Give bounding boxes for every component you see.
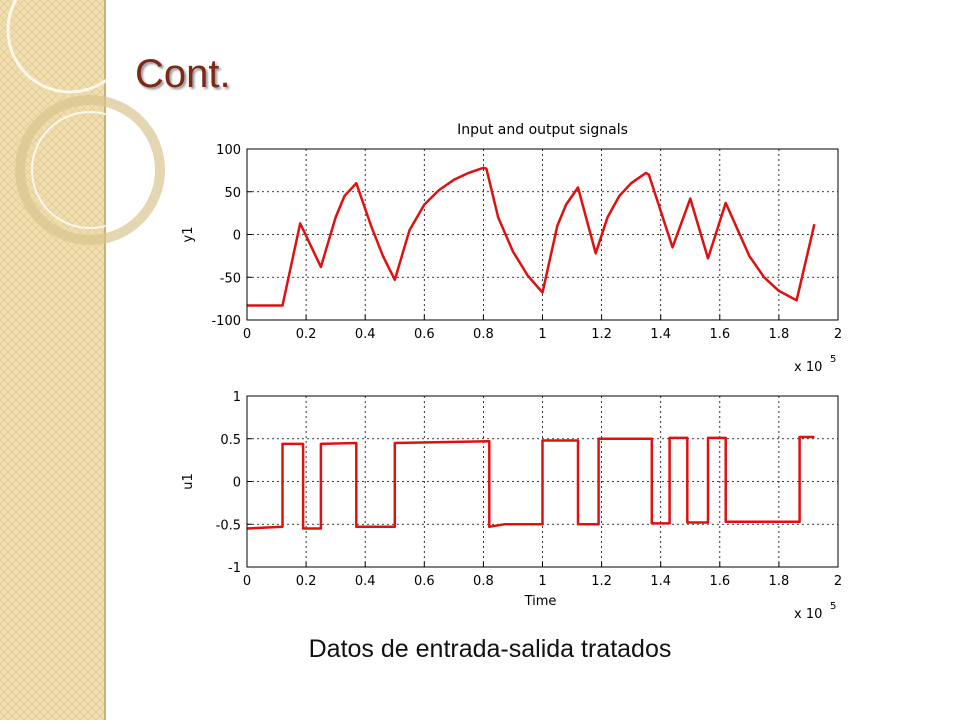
x-tick-label: 1.2: [591, 327, 612, 342]
x-tick-label: 2: [834, 574, 842, 589]
x-multiplier: x 10: [794, 360, 822, 375]
y-tick-label: 0: [233, 229, 241, 244]
x-tick-label: 1.8: [769, 327, 790, 342]
x-tick-label: 0.8: [473, 574, 494, 589]
x-tick-label: 1.4: [650, 327, 671, 342]
slide-title: Cont.: [135, 52, 231, 96]
y-tick-label: 50: [224, 186, 241, 201]
y-tick-label: -1: [228, 561, 241, 576]
x-tick-label: 1: [538, 574, 546, 589]
x-tick-label: 1.4: [650, 574, 671, 589]
x-multiplier-exponent: 5: [830, 601, 836, 612]
side-band: [0, 0, 105, 720]
y-tick-label: 1: [233, 390, 241, 405]
x-tick-label: 1.6: [709, 574, 730, 589]
y-tick-label: 0: [233, 476, 241, 491]
plot-frame: [246, 395, 839, 568]
x-tick-label: 0.6: [414, 574, 435, 589]
y-axis-label: u1: [181, 473, 196, 490]
y-tick-label: -0.5: [216, 518, 241, 533]
chart-title: Input and output signals: [457, 122, 628, 138]
plot-frame: [246, 148, 839, 321]
caption: Datos de entrada-salida tratados: [309, 635, 672, 663]
x-tick-label: 2: [834, 327, 842, 342]
x-multiplier: x 10: [794, 607, 822, 622]
y-tick-label: -100: [211, 314, 241, 329]
y-axis-label: y1: [181, 227, 196, 243]
x-tick-label: 0: [243, 574, 251, 589]
data-line: [247, 166, 816, 307]
x-tick-label: 0: [243, 327, 251, 342]
x-tick-label: 0.2: [296, 574, 317, 589]
x-tick-label: 1.8: [769, 574, 790, 589]
x-tick-label: 1: [538, 327, 546, 342]
x-tick-label: 0.4: [355, 327, 376, 342]
x-axis-label: Time: [524, 594, 557, 609]
x-tick-label: 0.2: [296, 327, 317, 342]
y-tick-label: -50: [220, 271, 241, 286]
x-tick-label: 0.6: [414, 327, 435, 342]
data-line: [246, 435, 815, 530]
y-tick-label: 100: [216, 143, 241, 158]
x-multiplier-exponent: 5: [830, 354, 836, 365]
x-tick-label: 0.4: [355, 574, 376, 589]
y-tick-label: 0.5: [220, 433, 241, 448]
x-tick-label: 1.2: [591, 574, 612, 589]
x-tick-label: 1.6: [709, 327, 730, 342]
decor-circles: [6, 0, 165, 245]
x-tick-label: 0.8: [473, 327, 494, 342]
